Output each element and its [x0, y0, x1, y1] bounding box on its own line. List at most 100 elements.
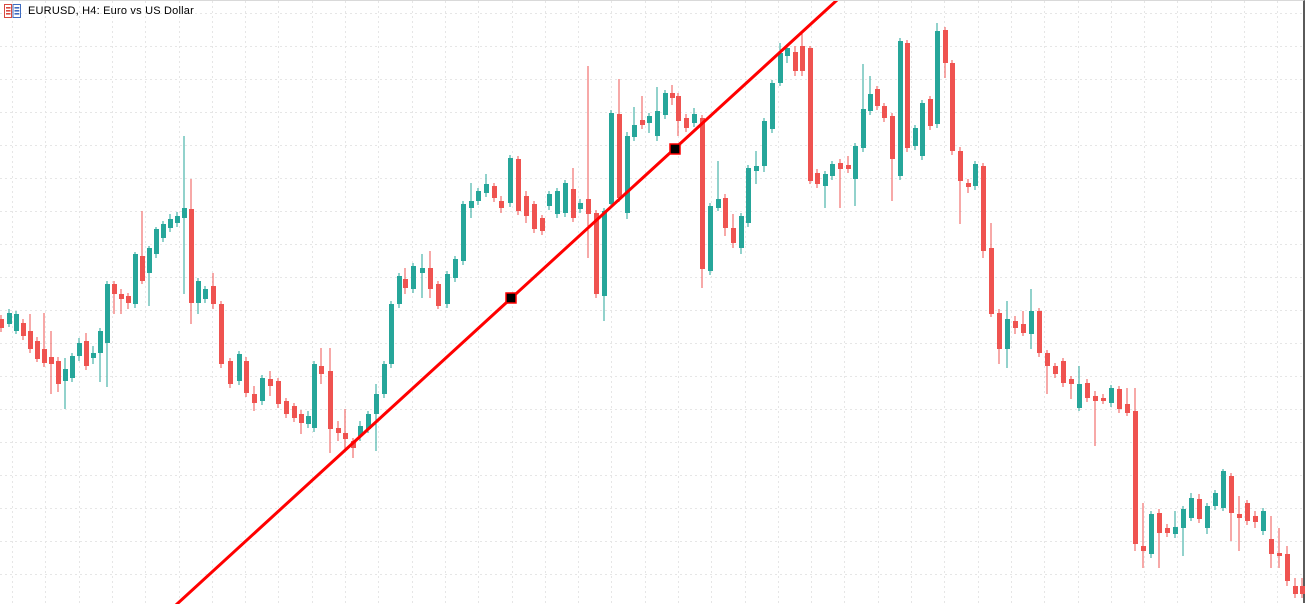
candle-body [754, 166, 759, 171]
candle-up [260, 375, 265, 405]
candle-body [1053, 366, 1058, 374]
candle-body [602, 211, 607, 296]
candle-wick [824, 171, 826, 208]
candle-up [1005, 301, 1010, 368]
candle-down [1165, 524, 1170, 537]
candle-down [140, 211, 145, 284]
candle-body [1125, 404, 1130, 413]
candle-body [1149, 514, 1154, 554]
candle-down [492, 183, 497, 202]
candle-down [723, 194, 728, 236]
candle-wick [1182, 506, 1184, 556]
candle-up [63, 358, 68, 409]
candle-body [374, 394, 379, 414]
candle-body [154, 229, 159, 254]
trendline-anchor[interactable] [669, 143, 681, 155]
candle-body [997, 313, 1002, 349]
candle-up [203, 286, 208, 303]
candle-body [890, 116, 895, 159]
candle-body [358, 426, 363, 436]
candle-body [397, 276, 402, 304]
candle-body [161, 224, 166, 238]
candle-up [563, 180, 568, 217]
candle-body [70, 356, 75, 378]
candle-body [1109, 388, 1114, 403]
candle-body [676, 96, 681, 121]
candle-down [336, 421, 341, 441]
candles-layer [0, 23, 1305, 598]
candle-up [358, 421, 363, 441]
candle-down [403, 268, 408, 294]
candle-up [625, 132, 630, 219]
candle-up [913, 125, 918, 150]
candle-body [1213, 493, 1218, 506]
candle-body [586, 199, 591, 214]
candle-body [1133, 411, 1138, 544]
candle-down [676, 93, 681, 136]
candle-body [532, 204, 537, 229]
candle-wick [1278, 528, 1280, 568]
candle-up [382, 361, 387, 398]
candle-body [935, 31, 940, 124]
candle-body [1101, 398, 1106, 401]
candle-down [989, 223, 994, 317]
candle-body [203, 289, 208, 299]
candle-up [154, 227, 159, 258]
candle-body [105, 284, 110, 343]
candle-up [91, 346, 96, 364]
candle-body [524, 196, 529, 216]
candle-down [586, 66, 591, 258]
candle-down [532, 201, 537, 233]
candle-up [196, 278, 201, 314]
candle-body [1245, 503, 1250, 521]
candle-down [1117, 386, 1122, 413]
candle-body [663, 93, 668, 115]
candle-down [540, 215, 545, 235]
candle-body [336, 428, 341, 433]
candle-up [868, 76, 873, 115]
candle-body [989, 248, 994, 314]
candle-body [594, 213, 599, 294]
candle-up [647, 113, 652, 133]
candle-up [168, 214, 173, 232]
candle-down [943, 27, 948, 78]
candle-up [898, 38, 903, 180]
candle-up [7, 309, 12, 327]
candle-body [1085, 383, 1090, 398]
candle-up [389, 301, 394, 368]
candle-up [830, 161, 835, 180]
candle-down [882, 103, 887, 122]
candle-body [284, 401, 289, 414]
candle-down [617, 79, 622, 202]
candle-down [875, 86, 880, 110]
candle-body [411, 266, 416, 289]
candle-body [846, 165, 851, 169]
candle-body [403, 279, 408, 288]
trendline-anchor[interactable] [505, 292, 517, 304]
candle-body [244, 361, 249, 393]
candle-wick [959, 147, 961, 224]
candle-up [484, 174, 489, 197]
candle-body [56, 361, 61, 384]
candle-down [112, 281, 117, 314]
candle-up [716, 161, 721, 211]
candle-body [189, 209, 194, 303]
candle-down [958, 147, 963, 224]
candle-up [1149, 511, 1154, 558]
candle-body [793, 52, 798, 71]
candle-body [1141, 546, 1146, 551]
candle-body [382, 364, 387, 394]
candle-body [723, 198, 728, 228]
candle-wick [839, 159, 841, 208]
candle-wick [1174, 511, 1176, 538]
candle-down [28, 314, 33, 353]
candle-down [1269, 516, 1274, 568]
candle-wick [1158, 509, 1160, 568]
candle-up [973, 161, 978, 190]
candle-down [276, 378, 281, 408]
candle-wick [1094, 391, 1096, 446]
candle-body [1237, 514, 1242, 518]
candle-down [292, 403, 297, 422]
candle-body [516, 159, 521, 211]
